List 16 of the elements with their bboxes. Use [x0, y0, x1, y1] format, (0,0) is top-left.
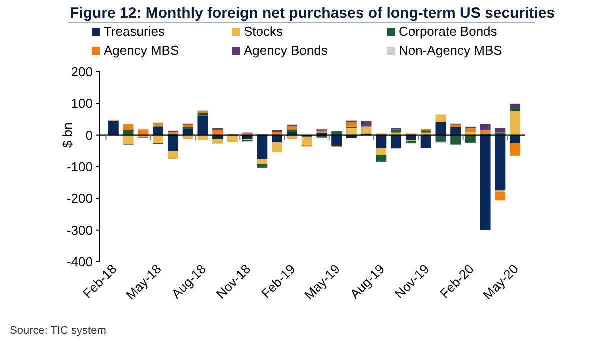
y-tick-label: -400 — [66, 254, 93, 270]
y-tick-label: -200 — [66, 191, 93, 206]
chart-title: Figure 12: Monthly foreign net purchases of long-term US securities — [70, 5, 556, 22]
y-tick-label: 100 — [71, 96, 93, 112]
legend-label: Treasuries — [104, 24, 166, 39]
y-axis-title: $ bn — [60, 122, 75, 148]
legend-label: Agency MBS — [104, 43, 180, 58]
legend-label: Stocks — [244, 24, 284, 39]
y-tick-label: -100 — [66, 160, 93, 175]
legend-label: Agency Bonds — [244, 43, 328, 58]
legend-label: Non-Agency MBS — [399, 43, 503, 58]
y-tick-label: 200 — [71, 64, 93, 80]
legend-label: Corporate Bonds — [399, 24, 498, 39]
y-tick-label: 0 — [86, 128, 93, 143]
source-note: Source: TIC system — [10, 325, 106, 337]
y-tick-label: -300 — [66, 222, 93, 238]
